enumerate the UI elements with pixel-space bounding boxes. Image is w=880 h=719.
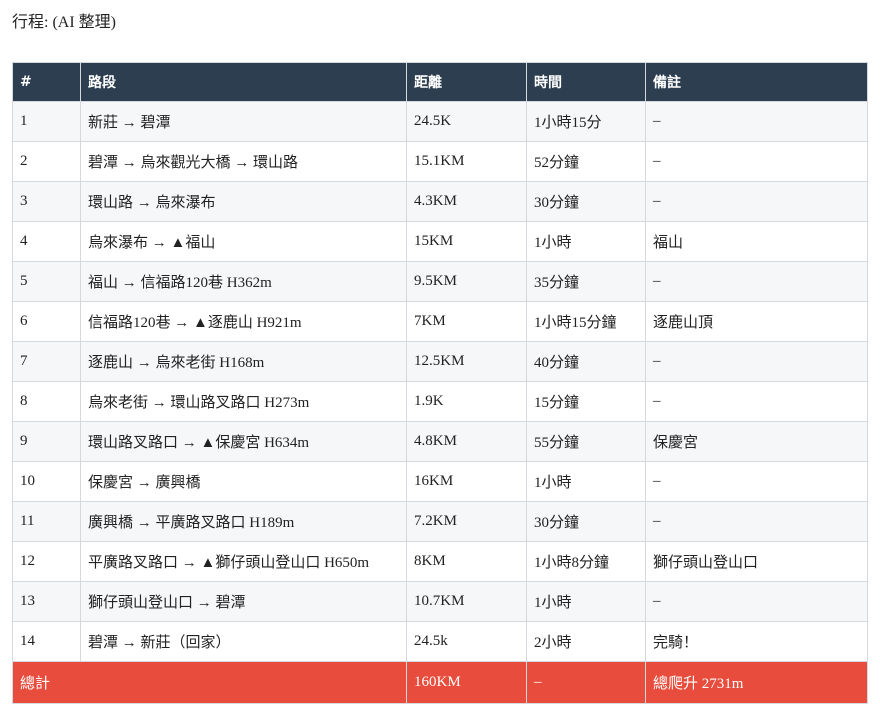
total-distance: 160KM — [406, 661, 527, 704]
table-row: 8 烏來老街 → 環山路叉路口 H273m 1.9K 15分鐘 – — [12, 381, 868, 422]
distance-cell: 24.5K — [406, 101, 527, 142]
note-cell: 福山 — [645, 221, 868, 262]
note-cell: 逐鹿山頂 — [645, 301, 868, 342]
route-cell: 保慶宮 → 廣興橋 — [80, 461, 407, 502]
note-cell: – — [645, 461, 868, 502]
row-number-cell: 13 — [12, 581, 81, 622]
page-title: 行程: (AI 整理) — [12, 14, 116, 31]
time-cell: 52分鐘 — [526, 141, 646, 182]
route-cell: 新莊 → 碧潭 — [80, 101, 407, 142]
distance-cell: 9.5KM — [406, 261, 527, 302]
time-cell: 40分鐘 — [526, 341, 646, 382]
row-number-cell: 14 — [12, 621, 81, 662]
time-cell: 2小時 — [526, 621, 646, 662]
row-number-cell: 7 — [12, 341, 81, 382]
distance-cell: 15KM — [406, 221, 527, 262]
total-label: 總計 — [12, 661, 407, 704]
row-number-cell: 8 — [12, 381, 81, 422]
row-number-cell: 4 — [12, 221, 81, 262]
row-number-cell: 5 — [12, 261, 81, 302]
route-cell: 福山 → 信福路120巷 H362m — [80, 261, 407, 302]
header-time: 時間 — [526, 62, 646, 102]
table-row: 6 信福路120巷 → ▲逐鹿山 H921m 7KM 1小時15分鐘 逐鹿山頂 — [12, 301, 868, 342]
row-number-cell: 1 — [12, 101, 81, 142]
table-row: 3 環山路 → 烏來瀑布 4.3KM 30分鐘 – — [12, 181, 868, 222]
route-cell: 烏來老街 → 環山路叉路口 H273m — [80, 381, 407, 422]
table-row: 1 新莊 → 碧潭 24.5K 1小時15分 – — [12, 101, 868, 142]
header-distance: 距離 — [406, 62, 527, 102]
route-cell: 平廣路叉路口 → ▲獅仔頭山登山口 H650m — [80, 541, 407, 582]
distance-cell: 4.8KM — [406, 421, 527, 462]
route-cell: 碧潭 → 烏來觀光大橋 → 環山路 — [80, 141, 407, 182]
distance-cell: 8KM — [406, 541, 527, 582]
distance-cell: 1.9K — [406, 381, 527, 422]
note-cell: – — [645, 381, 868, 422]
table-row: 11 廣興橋 → 平廣路叉路口 H189m 7.2KM 30分鐘 – — [12, 501, 868, 542]
route-cell: 碧潭 → 新莊（回家） — [80, 621, 407, 662]
header-number: # — [12, 62, 81, 102]
note-cell: – — [645, 261, 868, 302]
distance-cell: 12.5KM — [406, 341, 527, 382]
distance-cell: 7KM — [406, 301, 527, 342]
row-number-cell: 9 — [12, 421, 81, 462]
distance-cell: 10.7KM — [406, 581, 527, 622]
distance-cell: 24.5k — [406, 621, 527, 662]
row-number-cell: 10 — [12, 461, 81, 502]
route-cell: 獅仔頭山登山口 → 碧潭 — [80, 581, 407, 622]
table-header-row: # 路段 距離 時間 備註 — [12, 62, 868, 102]
distance-cell: 15.1KM — [406, 141, 527, 182]
header-route: 路段 — [80, 62, 407, 102]
note-cell: 保慶宮 — [645, 421, 868, 462]
time-cell: 30分鐘 — [526, 501, 646, 542]
note-cell: – — [645, 181, 868, 222]
time-cell: 1小時15分 — [526, 101, 646, 142]
route-cell: 烏來瀑布 → ▲福山 — [80, 221, 407, 262]
note-cell: – — [645, 101, 868, 142]
route-cell: 廣興橋 → 平廣路叉路口 H189m — [80, 501, 407, 542]
header-note: 備註 — [645, 62, 868, 102]
time-cell: 1小時8分鐘 — [526, 541, 646, 582]
row-number-cell: 12 — [12, 541, 81, 582]
time-cell: 1小時 — [526, 581, 646, 622]
note-cell: – — [645, 581, 868, 622]
time-cell: 55分鐘 — [526, 421, 646, 462]
time-cell: 35分鐘 — [526, 261, 646, 302]
total-time: – — [526, 661, 646, 704]
route-cell: 環山路 → 烏來瀑布 — [80, 181, 407, 222]
time-cell: 1小時 — [526, 221, 646, 262]
time-cell: 1小時 — [526, 461, 646, 502]
total-note: 總爬升 2731m — [645, 661, 868, 704]
route-cell: 信福路120巷 → ▲逐鹿山 H921m — [80, 301, 407, 342]
route-cell: 逐鹿山 → 烏來老街 H168m — [80, 341, 407, 382]
row-number-cell: 2 — [12, 141, 81, 182]
table-row: 7 逐鹿山 → 烏來老街 H168m 12.5KM 40分鐘 – — [12, 341, 868, 382]
table-row: 5 福山 → 信福路120巷 H362m 9.5KM 35分鐘 – — [12, 261, 868, 302]
table-row: 2 碧潭 → 烏來觀光大橋 → 環山路 15.1KM 52分鐘 – — [12, 141, 868, 182]
row-number-cell: 3 — [12, 181, 81, 222]
time-cell: 1小時15分鐘 — [526, 301, 646, 342]
table-row: 12 平廣路叉路口 → ▲獅仔頭山登山口 H650m 8KM 1小時8分鐘 獅仔頭山登山… — [12, 541, 868, 582]
time-cell: 30分鐘 — [526, 181, 646, 222]
table-row: 14 碧潭 → 新莊（回家） 24.5k 2小時 完騎！ — [12, 621, 868, 662]
distance-cell: 16KM — [406, 461, 527, 502]
note-cell: 獅仔頭山登山口 — [645, 541, 868, 582]
distance-cell: 7.2KM — [406, 501, 527, 542]
table-row: 13 獅仔頭山登山口 → 碧潭 10.7KM 1小時 – — [12, 581, 868, 622]
itinerary-table: # 路段 距離 時間 備註 1 新莊 → 碧潭 24.5K 1小時15分 –2 碧潭 → … — [12, 62, 868, 704]
total-row: 總計 160KM – 總爬升 2731m — [12, 661, 868, 704]
route-cell: 環山路叉路口 → ▲保慶宮 H634m — [80, 421, 407, 462]
table-row: 4 烏來瀑布 → ▲福山 15KM 1小時 福山 — [12, 221, 868, 262]
note-cell: 完騎！ — [645, 621, 868, 662]
note-cell: – — [645, 341, 868, 382]
table-row: 10 保慶宮 → 廣興橋 16KM 1小時 – — [12, 461, 868, 502]
note-cell: – — [645, 501, 868, 542]
note-cell: – — [645, 141, 868, 182]
row-number-cell: 11 — [12, 501, 81, 542]
distance-cell: 4.3KM — [406, 181, 527, 222]
row-number-cell: 6 — [12, 301, 81, 342]
time-cell: 15分鐘 — [526, 381, 646, 422]
table-row: 9 環山路叉路口 → ▲保慶宮 H634m 4.8KM 55分鐘 保慶宮 — [12, 421, 868, 462]
